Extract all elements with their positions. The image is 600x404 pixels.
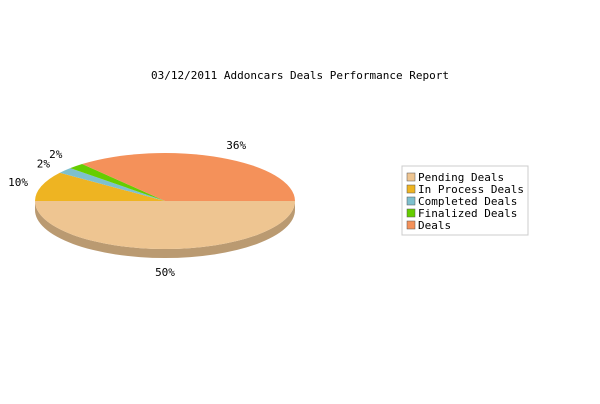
legend-swatch <box>406 196 416 206</box>
legend-label: Deals <box>418 219 451 232</box>
legend-label: In Process Deals <box>418 183 524 196</box>
pie-label-4: 36% <box>226 139 246 152</box>
pie-label-2: 2% <box>37 157 51 170</box>
legend-box <box>401 165 529 236</box>
pie-slices <box>35 153 295 249</box>
legend-label: Finalized Deals <box>418 207 517 220</box>
pie-label-1: 10% <box>8 176 28 189</box>
pie-slice-1 <box>35 172 165 201</box>
pie-slice-4 <box>82 153 295 201</box>
pie-slice-2 <box>59 168 165 201</box>
chart-title: 03/12/2011 Addoncars Deals Performance R… <box>151 69 449 82</box>
legend-swatch <box>406 208 416 218</box>
legend-swatch <box>406 184 416 194</box>
pie-labels: 50% 10% 2%2% 36% <box>8 139 246 279</box>
pie-side-0 <box>35 201 295 258</box>
legend-swatch <box>406 172 416 182</box>
legend-item: Completed Deals <box>406 195 517 208</box>
pie-slice-0 <box>35 201 295 249</box>
legend-item: Finalized Deals <box>406 207 517 220</box>
pie-slice-3 <box>70 164 165 201</box>
pie-depth <box>35 201 295 258</box>
legend-swatch <box>406 220 416 230</box>
pie-label-3: 2% <box>49 148 63 161</box>
pie-label-0: 50% <box>155 266 175 279</box>
legend-item: Deals <box>406 219 451 232</box>
legend-item: In Process Deals <box>406 183 524 196</box>
legend-label: Pending Deals <box>418 171 504 184</box>
legend-label: Completed Deals <box>418 195 517 208</box>
legend-item: Pending Deals <box>406 171 504 184</box>
